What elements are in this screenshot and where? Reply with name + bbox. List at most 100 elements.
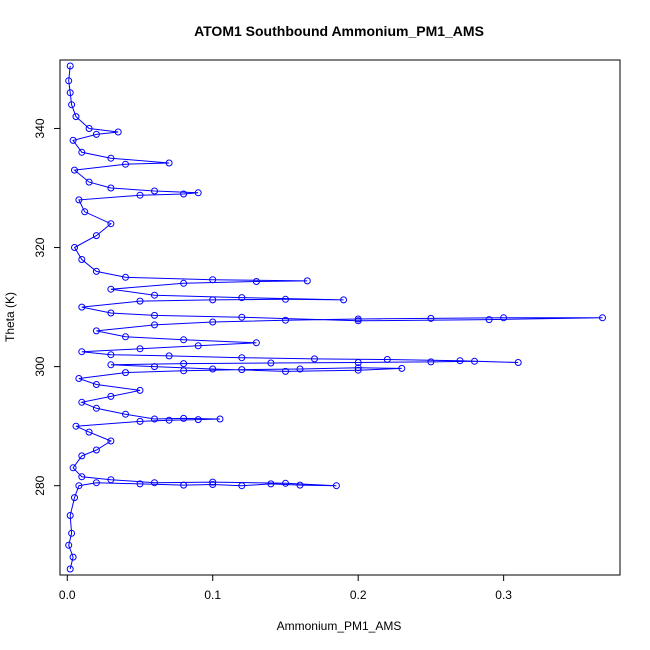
data-point <box>471 357 478 365</box>
data-point <box>65 541 73 549</box>
data-point <box>194 342 202 350</box>
data-point <box>122 369 129 377</box>
data-point <box>136 191 144 199</box>
data-point <box>296 365 304 373</box>
chart-title: ATOM1 Southbound Ammonium_PM1_AMS <box>194 23 484 39</box>
data-point <box>500 314 508 322</box>
data-point <box>209 318 217 326</box>
data-point <box>66 565 74 573</box>
data-point <box>92 130 100 138</box>
data-point <box>78 473 86 481</box>
x-tick-label: 0.3 <box>495 588 512 602</box>
data-point <box>78 303 86 311</box>
data-point <box>107 437 115 445</box>
data-point <box>238 366 246 374</box>
data-point <box>151 321 158 329</box>
data-point <box>398 364 406 372</box>
data-point <box>238 294 246 302</box>
data-point <box>81 208 89 216</box>
data-point <box>180 414 188 422</box>
data-point <box>92 381 100 388</box>
data-point <box>69 136 77 144</box>
data-point <box>267 359 275 367</box>
data-point <box>194 416 202 424</box>
y-tick-label: 320 <box>33 237 47 257</box>
data-point <box>66 512 74 519</box>
data-point <box>68 101 76 109</box>
data-point <box>151 311 158 319</box>
data-point <box>68 529 76 537</box>
y-tick-label: 300 <box>33 356 47 376</box>
data-point <box>122 273 129 281</box>
data-point <box>69 464 77 472</box>
data-point <box>296 481 304 489</box>
x-tick-label: 0.0 <box>59 588 76 602</box>
data-point <box>114 128 122 136</box>
data-point <box>180 279 188 287</box>
data-point <box>107 392 115 400</box>
data-point <box>107 220 115 228</box>
data-point <box>180 336 188 344</box>
data-point <box>514 359 522 366</box>
data-point <box>107 361 115 369</box>
data-point <box>151 415 158 423</box>
y-tick-label: 340 <box>33 118 47 138</box>
data-point <box>136 345 144 353</box>
data-point <box>78 256 86 263</box>
data-point <box>427 358 435 366</box>
data-point <box>107 285 115 293</box>
data-series <box>65 62 606 573</box>
data-point <box>107 184 115 192</box>
data-point <box>238 313 246 321</box>
data-point <box>107 476 115 484</box>
data-point <box>151 291 158 299</box>
data-point <box>354 317 362 325</box>
data-point <box>92 267 100 275</box>
data-point <box>180 360 188 368</box>
data-point <box>72 113 80 121</box>
data-point <box>209 478 217 486</box>
data-point <box>85 178 93 186</box>
data-point <box>69 553 77 561</box>
data-point <box>165 416 173 424</box>
data-point <box>151 479 158 487</box>
data-point <box>72 422 80 430</box>
data-point <box>136 297 144 305</box>
data-point <box>354 366 362 374</box>
data-point <box>107 309 115 317</box>
data-point <box>194 189 202 197</box>
data-point <box>78 148 86 156</box>
x-tick-label: 0.2 <box>350 588 367 602</box>
data-point <box>92 327 100 335</box>
x-tick-label: 0.1 <box>204 588 221 602</box>
data-point <box>107 154 115 162</box>
data-point <box>78 348 86 356</box>
data-point <box>85 428 93 436</box>
data-point <box>75 375 83 382</box>
data-point <box>78 452 86 460</box>
data-point <box>311 355 318 363</box>
data-point <box>71 166 78 174</box>
y-tick-label: 280 <box>33 475 47 495</box>
data-point <box>66 62 74 70</box>
data-point <box>303 277 311 285</box>
series-line <box>68 65 603 570</box>
data-point <box>180 367 188 375</box>
data-point <box>92 446 100 454</box>
data-point <box>354 359 362 366</box>
data-point <box>122 160 129 168</box>
data-point <box>85 125 93 132</box>
data-point <box>136 480 144 488</box>
data-point <box>65 77 73 85</box>
data-point <box>180 481 188 489</box>
data-point <box>71 244 78 251</box>
data-point <box>209 365 217 373</box>
data-point <box>75 196 83 204</box>
data-point <box>427 314 435 322</box>
data-point <box>71 494 78 502</box>
data-point <box>252 339 260 347</box>
data-point <box>332 482 340 490</box>
data-point <box>209 481 217 488</box>
data-point <box>238 482 246 490</box>
